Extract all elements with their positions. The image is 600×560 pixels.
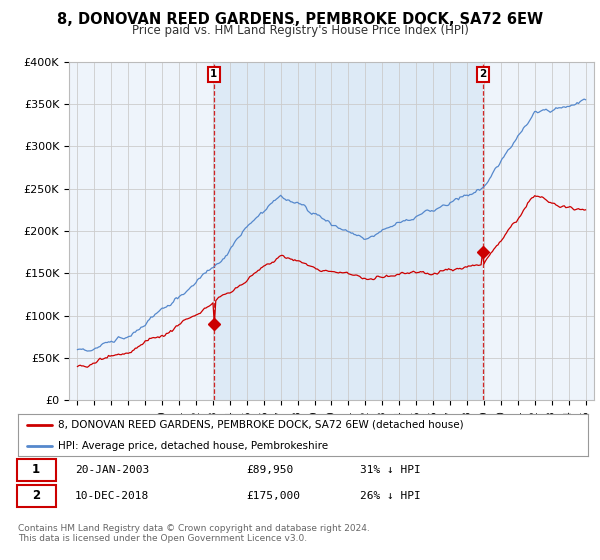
Text: 1: 1 xyxy=(210,69,217,80)
Text: £89,950: £89,950 xyxy=(246,465,293,475)
Text: 8, DONOVAN REED GARDENS, PEMBROKE DOCK, SA72 6EW: 8, DONOVAN REED GARDENS, PEMBROKE DOCK, … xyxy=(57,12,543,27)
Text: 2: 2 xyxy=(479,69,487,80)
FancyBboxPatch shape xyxy=(17,484,56,507)
Text: 10-DEC-2018: 10-DEC-2018 xyxy=(75,491,149,501)
Text: 2: 2 xyxy=(32,489,40,502)
Text: Price paid vs. HM Land Registry's House Price Index (HPI): Price paid vs. HM Land Registry's House … xyxy=(131,24,469,37)
Bar xyxy=(214,62,483,400)
Text: 26% ↓ HPI: 26% ↓ HPI xyxy=(360,491,421,501)
Text: HPI: Average price, detached house, Pembrokeshire: HPI: Average price, detached house, Pemb… xyxy=(58,441,328,451)
FancyBboxPatch shape xyxy=(17,459,56,481)
Text: 1: 1 xyxy=(32,463,40,477)
Text: £175,000: £175,000 xyxy=(246,491,300,501)
Text: 31% ↓ HPI: 31% ↓ HPI xyxy=(360,465,421,475)
Text: 20-JAN-2003: 20-JAN-2003 xyxy=(75,465,149,475)
Text: Contains HM Land Registry data © Crown copyright and database right 2024.
This d: Contains HM Land Registry data © Crown c… xyxy=(18,524,370,543)
Text: 8, DONOVAN REED GARDENS, PEMBROKE DOCK, SA72 6EW (detached house): 8, DONOVAN REED GARDENS, PEMBROKE DOCK, … xyxy=(58,420,464,430)
